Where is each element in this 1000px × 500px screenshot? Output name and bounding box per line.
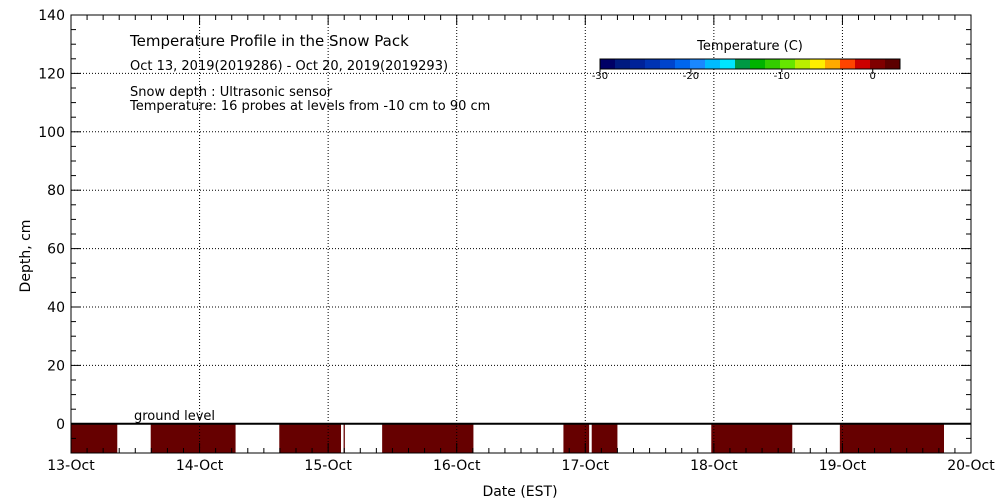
y-tick-label: 80 bbox=[47, 183, 65, 199]
colorbar-cell bbox=[825, 59, 841, 69]
ground-level-label: ground level bbox=[134, 409, 215, 424]
heatmap-cell-8 bbox=[839, 423, 944, 453]
x-tick-label: 15-Oct bbox=[304, 458, 352, 474]
heatmap-cell-1 bbox=[150, 423, 236, 453]
x-axis-ticks: 13-Oct 14-Oct 15-Oct 16-Oct 17-Oct 18-Oct 19-O… bbox=[47, 15, 995, 474]
colorbar-cell bbox=[600, 59, 616, 69]
y-tick-label: 0 bbox=[56, 417, 65, 433]
y-tick-label: 40 bbox=[47, 300, 65, 316]
colorbar-cell bbox=[615, 59, 631, 69]
colorbar-cell bbox=[750, 59, 766, 69]
colorbar-cell bbox=[795, 59, 811, 69]
colorbar-tick-label: -30 bbox=[592, 71, 608, 82]
colorbar-cell bbox=[855, 59, 871, 69]
heatmap-cell-4 bbox=[382, 423, 474, 453]
heatmap-cell-7 bbox=[711, 423, 793, 453]
colorbar-tick-label: 0 bbox=[870, 71, 876, 82]
colorbar: Temperature (C) -30 -20 -10 0 bbox=[592, 39, 901, 82]
x-tick-label: 19-Oct bbox=[819, 458, 867, 474]
y-axis-ticks: 0 20 40 60 80 100 120 140 bbox=[38, 8, 971, 454]
plot-frame bbox=[70, 14, 972, 454]
heatmap-cell-6 bbox=[591, 423, 618, 453]
y-tick-label: 120 bbox=[38, 66, 65, 82]
y-tick-label: 20 bbox=[47, 358, 65, 374]
colorbar-cell bbox=[630, 59, 646, 69]
chart-subtitle: Oct 13, 2019(2019286) - Oct 20, 2019(201… bbox=[130, 59, 448, 74]
grid-lines bbox=[71, 15, 971, 453]
chart-title: Temperature Profile in the Snow Pack bbox=[129, 32, 409, 50]
x-tick-label: 13-Oct bbox=[47, 458, 95, 474]
colorbar-cell bbox=[675, 59, 691, 69]
heatmap-cell-3 bbox=[343, 423, 345, 453]
note-snow-depth: Snow depth : Ultrasonic sensor bbox=[130, 85, 333, 100]
colorbar-cell bbox=[885, 59, 901, 69]
heatmap-cell-2 bbox=[279, 423, 341, 453]
colorbar-cell bbox=[765, 59, 781, 69]
y-tick-label: 140 bbox=[38, 8, 65, 24]
colorbar-frame bbox=[599, 58, 901, 70]
colorbar-cell bbox=[870, 59, 886, 69]
colorbar-tick-label: -10 bbox=[774, 71, 790, 82]
colorbar-cells bbox=[600, 59, 901, 69]
colorbar-title: Temperature (C) bbox=[696, 39, 803, 54]
heatmap-cells bbox=[71, 423, 944, 453]
colorbar-tick-label: -20 bbox=[683, 71, 699, 82]
x-tick-label: 17-Oct bbox=[562, 458, 610, 474]
y-axis-label: Depth, cm bbox=[18, 220, 34, 293]
x-tick-label: 14-Oct bbox=[176, 458, 224, 474]
colorbar-cell bbox=[720, 59, 736, 69]
y-tick-label: 100 bbox=[38, 125, 65, 141]
colorbar-cell bbox=[690, 59, 706, 69]
colorbar-cell bbox=[660, 59, 676, 69]
y-tick-label: 60 bbox=[47, 242, 65, 258]
colorbar-cell bbox=[810, 59, 826, 69]
colorbar-cell bbox=[840, 59, 856, 69]
colorbar-cell bbox=[735, 59, 751, 69]
note-temperature-probes: Temperature: 16 probes at levels from -1… bbox=[129, 99, 490, 114]
x-tick-label: 20-Oct bbox=[947, 458, 995, 474]
x-tick-label: 16-Oct bbox=[433, 458, 481, 474]
colorbar-cell bbox=[705, 59, 721, 69]
colorbar-cell bbox=[645, 59, 661, 69]
heatmap-cell-0 bbox=[71, 423, 118, 453]
colorbar-ticks: -30 -20 -10 0 bbox=[592, 69, 876, 82]
x-axis-label: Date (EST) bbox=[482, 484, 557, 500]
colorbar-cell bbox=[780, 59, 796, 69]
x-tick-label: 18-Oct bbox=[690, 458, 738, 474]
